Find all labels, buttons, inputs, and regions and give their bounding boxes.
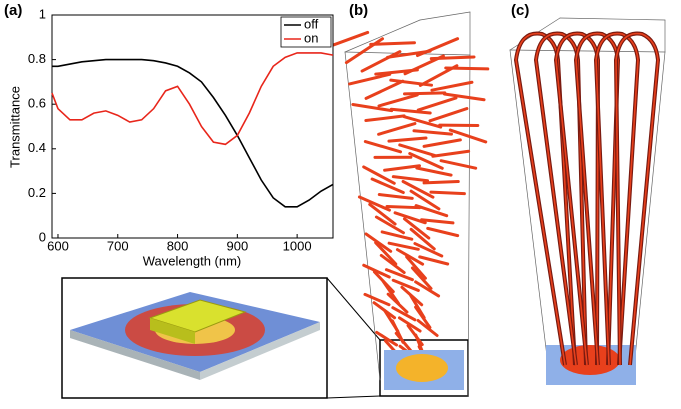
illustration-stroke [424,140,460,147]
illustration-stroke [433,151,469,156]
panel-label: (b) [349,2,368,19]
illustration-stroke [430,109,467,121]
illustration-stroke [395,213,425,223]
y-tick-label: 0.4 [28,140,46,155]
illustration-stroke [420,66,457,86]
illustration-field [396,354,448,382]
y-axis-label: Transmittance [7,86,22,168]
legend-label: on [304,30,318,45]
illustration-stroke [431,192,464,194]
illustration-stroke [366,116,404,121]
plot-area [52,15,333,238]
x-tick-label: 900 [226,238,248,253]
illustration-stroke [405,93,445,94]
y-tick-label: 1 [39,6,46,21]
x-tick-label: 800 [167,238,189,253]
illustration-stroke [382,232,412,239]
illustration-stroke [376,243,396,264]
illustration-stroke [391,109,430,113]
panel-label: (a) [4,2,22,19]
illustration-stroke [387,207,419,208]
illustration-stroke [417,168,451,175]
illustration-stroke [441,161,476,168]
illustration-stroke [385,166,420,171]
illustration-stroke [379,124,415,135]
illustration-stroke [376,70,418,74]
y-tick-label: 0.8 [28,51,46,66]
field-illustration [326,12,665,396]
illustration-stroke [420,12,470,20]
illustration-stroke [386,270,412,280]
y-tick-label: 0.2 [28,185,46,200]
x-tick-label: 600 [47,238,69,253]
illustration-stroke [420,257,448,264]
illustration-field [560,345,620,375]
x-tick-label: 1000 [283,238,312,253]
illustration-loop [516,34,575,365]
illustration-stroke [432,82,472,90]
illustration-stroke [345,52,380,380]
y-tick-label: 0 [39,229,46,244]
illustration-stroke [468,55,470,396]
illustration-stroke [362,52,400,71]
illustration-stroke [393,177,427,181]
legend-label: off [304,16,319,31]
x-tick-label: 700 [107,238,129,253]
illustration-stroke [366,81,403,98]
illustration-stroke [414,131,451,134]
illustration-stroke [424,182,458,183]
illustration-stroke [560,18,665,20]
illustration-stroke [389,138,426,141]
illustration-stroke [428,228,458,235]
illustration-stroke [416,206,447,216]
panel-label: (c) [511,2,529,19]
illustration-stroke [510,50,665,52]
illustration-stroke [366,234,391,251]
illustration-stroke [365,142,400,152]
illustration-stroke [418,98,456,110]
illustration-stroke [381,255,404,272]
illustration-stroke [346,39,382,63]
illustration-stroke [379,195,412,199]
illustration-stroke [634,52,665,368]
illustration-stroke [350,74,390,84]
x-axis-label: Wavelength (nm) [143,253,242,268]
illustration-stroke [379,95,417,106]
y-tick-label: 0.6 [28,96,46,111]
